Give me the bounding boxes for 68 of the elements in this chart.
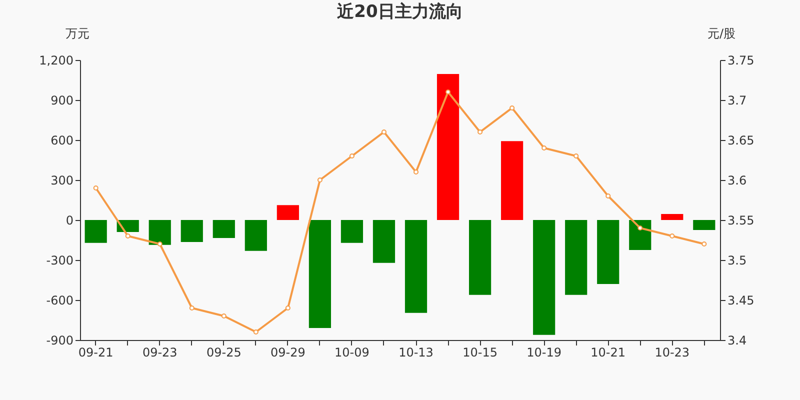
bar [597, 220, 620, 284]
point [221, 314, 226, 318]
point [157, 242, 162, 246]
point [414, 170, 419, 174]
x-tick-label: 10-19 [526, 346, 562, 360]
x-tick-label: 09-29 [270, 346, 306, 360]
bar [629, 220, 652, 250]
point [574, 154, 579, 158]
y-tick-label: -600 [46, 294, 74, 308]
point [446, 90, 451, 94]
chart-title: 近20日主力流向 [336, 2, 463, 22]
point [317, 178, 322, 182]
point [510, 106, 515, 110]
y-tick-label: -300 [46, 254, 74, 268]
bar [661, 214, 684, 220]
point [638, 226, 643, 230]
point [542, 146, 547, 150]
y2-tick-label: 3.65 [728, 134, 754, 148]
bar [468, 220, 492, 295]
bar [340, 220, 364, 243]
bar [212, 220, 235, 238]
bar [180, 220, 203, 242]
bar [372, 220, 396, 263]
point [93, 186, 98, 190]
y-tick-label: 600 [50, 134, 74, 148]
x-tick-label: 10-15 [462, 346, 498, 360]
y-axis-title: 万元 [66, 26, 90, 40]
bar [276, 205, 299, 220]
point [381, 130, 386, 134]
bar [501, 141, 524, 220]
y-tick-label: 1,200 [39, 54, 74, 68]
y2-tick-label: 3.4 [728, 334, 747, 348]
x-tick-label: 09-21 [78, 346, 114, 360]
x-tick-label: 09-23 [142, 346, 178, 360]
point [702, 242, 707, 246]
bar [436, 74, 460, 220]
y2-tick-label: 3.75 [728, 54, 754, 68]
y2-tick-label: 3.5 [728, 254, 747, 268]
y2-tick-label: 3.45 [728, 294, 754, 308]
y-tick-label: 900 [50, 94, 74, 108]
point [349, 154, 354, 158]
point [253, 330, 258, 334]
point [478, 130, 483, 134]
bar [244, 220, 267, 251]
y-tick-label: 0 [66, 214, 74, 228]
point [189, 306, 194, 310]
bar [148, 220, 171, 245]
bar [308, 220, 332, 328]
x-tick-label: 10-21 [590, 346, 626, 360]
y2-tick-label: 3.55 [728, 214, 754, 228]
point [606, 194, 611, 198]
y2-tick-label: 3.7 [728, 94, 747, 108]
y2-axis-title: 元/股 [707, 26, 736, 40]
bar [693, 220, 716, 230]
y-tick-label: -900 [46, 334, 74, 348]
bar [565, 220, 588, 295]
y2-tick-label: 3.6 [728, 174, 747, 188]
point [125, 234, 130, 238]
x-tick-label: 10-23 [654, 346, 690, 360]
point [285, 306, 290, 310]
x-tick-label: 10-13 [398, 346, 434, 360]
x-tick-label: 10-09 [334, 346, 370, 360]
point [670, 234, 675, 238]
y-tick-label: 300 [50, 174, 74, 188]
bar [84, 220, 107, 243]
bar [533, 220, 556, 335]
x-tick-label: 09-25 [206, 346, 242, 360]
bar [404, 220, 428, 313]
